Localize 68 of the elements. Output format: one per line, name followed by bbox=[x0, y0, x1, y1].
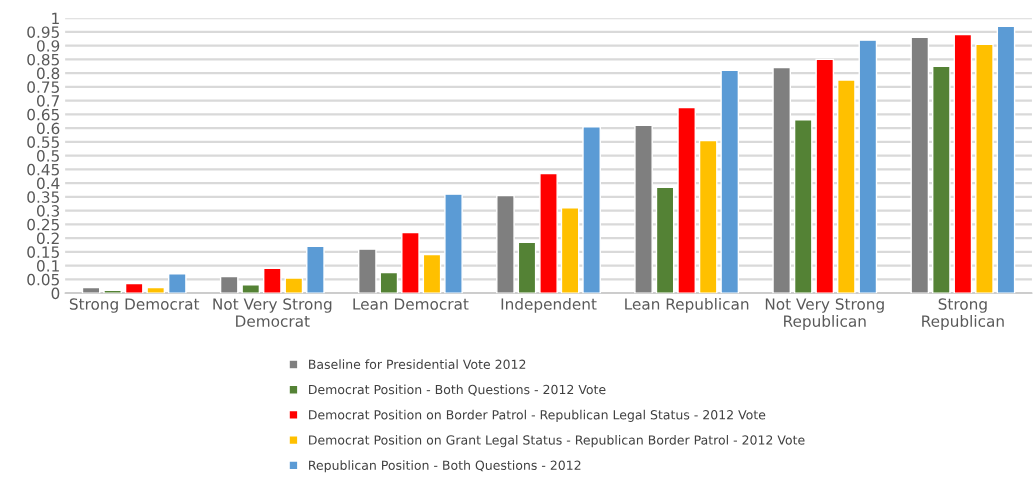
bar bbox=[241, 284, 261, 294]
y-tick-label: 0.85 bbox=[27, 53, 59, 66]
bar bbox=[655, 186, 675, 294]
bar bbox=[793, 119, 813, 294]
legend-label: Baseline for Presidential Vote 2012 bbox=[309, 359, 526, 370]
bar bbox=[517, 241, 537, 294]
legend-label: Democrat Position - Both Questions - 2012 Vote bbox=[309, 384, 606, 396]
legend-label: Democrat Position on Grant Legal Status - Republican Border Patrol - 2012 Vote bbox=[309, 435, 805, 448]
legend-label: Republican Position - Both Questions - 2012 bbox=[309, 460, 581, 473]
bar bbox=[124, 282, 144, 294]
x-tick-label: Lean Republican bbox=[625, 297, 749, 313]
bar bbox=[284, 277, 304, 294]
bar bbox=[496, 194, 515, 294]
bar bbox=[262, 267, 282, 294]
bar bbox=[858, 39, 878, 294]
bar bbox=[815, 58, 835, 294]
y-tick-label: 0.15 bbox=[27, 246, 59, 258]
bar bbox=[953, 33, 973, 294]
bar bbox=[539, 172, 558, 294]
x-tick-label: Not Very Strong Democrat bbox=[213, 298, 332, 327]
x-tick-label: Not Very Strong Republican bbox=[765, 298, 884, 330]
bar bbox=[358, 248, 377, 294]
y-tick-label: 0.3 bbox=[36, 205, 60, 217]
y-tick-label: 0.05 bbox=[27, 273, 59, 286]
y-tick-label: 0.9 bbox=[36, 40, 60, 52]
x-tick-label: Strong Democrat bbox=[69, 298, 200, 313]
y-tick-label: 0.7 bbox=[36, 95, 59, 107]
y-tick-label: 0.75 bbox=[27, 81, 59, 93]
bar bbox=[219, 275, 239, 294]
y-tick-label: 0.1 bbox=[36, 260, 59, 272]
bar bbox=[634, 124, 653, 294]
bar bbox=[772, 66, 791, 294]
y-tick-label: 0.35 bbox=[27, 191, 59, 203]
bar bbox=[932, 65, 951, 294]
x-tick-label: Lean Democrat bbox=[353, 298, 469, 310]
bar bbox=[306, 245, 325, 294]
y-tick-label: 0.8 bbox=[36, 67, 60, 80]
y-tick-label: 0.6 bbox=[36, 122, 60, 135]
bar bbox=[975, 43, 994, 294]
y-tick-label: 0.4 bbox=[36, 177, 60, 190]
bar bbox=[996, 25, 1016, 294]
y-tick-label: 0 bbox=[51, 287, 60, 300]
bar bbox=[698, 139, 718, 294]
bar bbox=[560, 207, 580, 294]
bar bbox=[167, 273, 187, 294]
bar bbox=[422, 253, 442, 294]
bar bbox=[720, 69, 740, 294]
y-tick-label: 0.25 bbox=[27, 218, 59, 231]
y-tick-label: 1 bbox=[52, 12, 59, 24]
bar bbox=[910, 36, 930, 294]
bar bbox=[401, 231, 420, 294]
bar bbox=[81, 286, 101, 294]
y-tick-label: 0.2 bbox=[36, 232, 59, 245]
bar bbox=[103, 289, 122, 294]
y-tick-label: 0.5 bbox=[36, 150, 59, 162]
y-tick-label: 0.65 bbox=[27, 108, 59, 121]
bar bbox=[677, 106, 696, 294]
bar bbox=[444, 193, 463, 294]
bar bbox=[582, 126, 601, 294]
x-tick-label: Independent bbox=[501, 297, 597, 313]
y-tick-label: 0.55 bbox=[27, 136, 59, 148]
y-tick-label: 0.95 bbox=[27, 26, 59, 38]
y-tick-label: 0.45 bbox=[27, 163, 59, 176]
x-tick-label: Strong Republican bbox=[922, 298, 1004, 330]
bar bbox=[836, 79, 856, 294]
legend-label: Democrat Position on Border Patrol - Republican Legal Status - 2012 Vote bbox=[309, 409, 766, 422]
bar bbox=[379, 271, 399, 294]
bar bbox=[146, 286, 166, 294]
